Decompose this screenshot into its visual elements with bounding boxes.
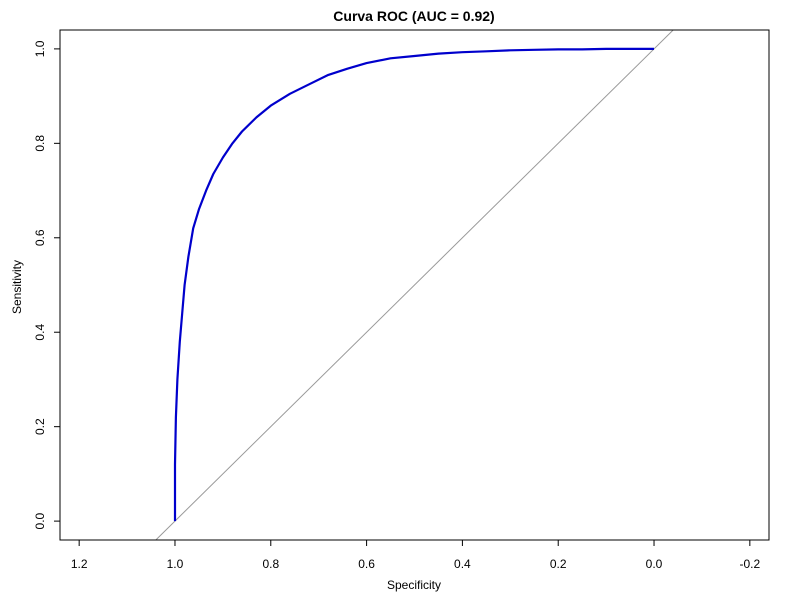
y-tick-label: 0.8 [33,135,47,152]
x-tick-label: 1.2 [71,557,88,571]
y-axis-title: Sensitivity [10,260,24,314]
x-tick-label: 0.4 [454,557,471,571]
x-axis-title: Specificity [387,578,441,592]
chart-title: Curva ROC (AUC = 0.92) [333,8,494,24]
y-tick-label: 0.6 [33,229,47,246]
reference-diagonal-line [155,30,674,540]
x-tick-label: 0.2 [550,557,567,571]
x-tick-label: 0.6 [358,557,375,571]
roc-curve-line [173,47,654,522]
x-tick-label: 0.0 [646,557,663,571]
plot-frame [59,29,770,541]
plot-area: 1.2 1.0 0.8 0.6 0.4 0.2 0.0 -0.2 0.0 0.2 0.4 0.6 0.8… [33,29,770,571]
y-tick-label: 0.4 [33,324,47,341]
x-tick-label: -0.2 [739,557,760,571]
y-tick-label: 0.0 [33,512,47,529]
y-tick-label: 0.2 [33,418,47,435]
y-tick-label: 1.0 [33,40,47,57]
x-tick-label: 0.8 [262,557,279,571]
x-tick-label: 1.0 [167,557,184,571]
